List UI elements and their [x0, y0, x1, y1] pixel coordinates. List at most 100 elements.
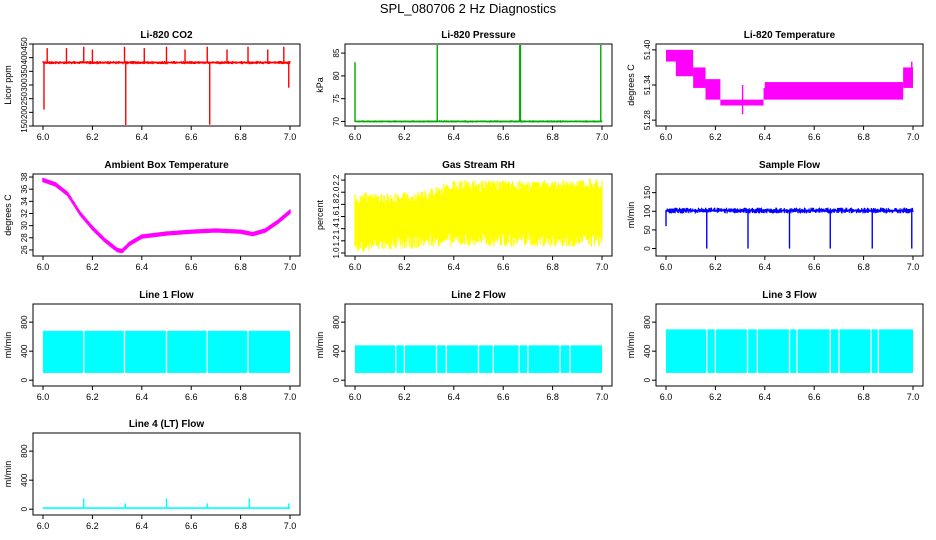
- x-tick-label: 6.8: [857, 262, 870, 272]
- y-tick-label: 51.34: [643, 74, 652, 95]
- y-tick-label: 1.8: [332, 198, 341, 210]
- x-tick-label: 6.4: [448, 392, 461, 402]
- x-tick-label: 6.2: [398, 392, 411, 402]
- chart-panel: Gas Stream RH 6.0 6.2 6.4 6.6 6.8 7.0 1.01.21.4…: [315, 160, 613, 272]
- x-tick-label: 6.8: [234, 521, 247, 531]
- y-axis-label: ml/min: [626, 332, 636, 359]
- y-axis-label: Licor ppm: [3, 65, 13, 105]
- x-tick-label: 6.6: [497, 392, 510, 402]
- x-tick-label: 6.8: [234, 262, 247, 272]
- y-tick-label: 800: [20, 315, 29, 329]
- x-tick-label: 7.0: [596, 392, 609, 402]
- y-tick-label: 1.0: [332, 247, 341, 259]
- x-tick-label: 6.2: [398, 132, 411, 142]
- x-tick-label: 6.4: [136, 262, 149, 272]
- rh-band: [354, 178, 603, 253]
- data-layer: [354, 178, 603, 253]
- y-axis-label: kPa: [315, 77, 325, 93]
- y-tick-label: 1.4: [332, 223, 341, 235]
- y-axis-label: degrees C: [626, 64, 636, 106]
- page-title: SPL_080706 2 Hz Diagnostics: [379, 1, 557, 16]
- x-tick-label: 6.8: [234, 132, 247, 142]
- y-tick-label: 250: [20, 91, 29, 105]
- x-tick-label: 6.2: [86, 132, 99, 142]
- plot-frame: [344, 173, 613, 257]
- x-tick-label: 6.8: [857, 132, 870, 142]
- x-tick-label: 6.0: [660, 132, 673, 142]
- x-tick-label: 6.2: [398, 262, 411, 272]
- x-tick-label: 6.0: [349, 392, 362, 402]
- temperature-step: [705, 79, 721, 100]
- x-tick-label: 6.4: [136, 392, 149, 402]
- temperature-step: [693, 67, 706, 88]
- y-tick-label: 300: [20, 78, 29, 92]
- y-tick-label: 100: [643, 204, 652, 218]
- y-axis-label: percent: [315, 199, 325, 230]
- chart-title: Ambient Box Temperature: [104, 160, 229, 171]
- y-tick-label: 400: [20, 473, 29, 487]
- chart-title: Li-820 Temperature: [744, 30, 836, 41]
- y-tick-label: 400: [643, 344, 652, 358]
- x-tick-label: 7.0: [284, 392, 297, 402]
- x-tick-label: 6.2: [709, 262, 722, 272]
- chart-title: Line 3 Flow: [762, 290, 817, 301]
- x-tick-label: 6.8: [857, 392, 870, 402]
- y-tick-label: 0: [643, 377, 652, 382]
- x-tick-label: 6.6: [808, 392, 821, 402]
- plot-frame: [655, 303, 924, 387]
- y-tick-label: 0: [332, 377, 341, 382]
- data-layer: [42, 177, 291, 254]
- y-tick-label: 85: [332, 48, 341, 57]
- x-tick-label: 6.8: [546, 392, 559, 402]
- data-layer: [42, 498, 291, 509]
- x-tick-label: 6.6: [185, 262, 198, 272]
- y-tick-label: 800: [20, 444, 29, 458]
- y-tick-label: 450: [20, 37, 29, 51]
- x-tick-label: 6.6: [185, 392, 198, 402]
- temperature-step: [666, 49, 676, 62]
- x-tick-label: 6.6: [185, 521, 198, 531]
- x-tick-label: 6.0: [660, 392, 673, 402]
- chart-panel: Line 4 (LT) Flow 6.0 6.2 6.4 6.6 6.8 7.0 0 400 80…: [3, 419, 301, 531]
- chart-panel: Ambient Box Temperature 6.0 6.2 6.4 6.6 6.8 7.…: [3, 160, 301, 272]
- x-tick-label: 6.4: [136, 132, 149, 142]
- y-tick-label: 26: [20, 245, 29, 254]
- y-tick-label: 51.40: [643, 39, 652, 60]
- chart-panel: Line 2 Flow 6.0 6.2 6.4 6.6 6.8 7.0 0 400 800 ml/m…: [315, 290, 613, 402]
- chart-panel: Line 3 Flow 6.0 6.2 6.4 6.6 6.8 7.0 0 400 800 ml/m…: [626, 290, 924, 402]
- chart-panel: Li-820 CO2 6.0 6.2 6.4 6.6 6.8 7.0 150200250300…: [3, 30, 301, 142]
- chart-panel: Li-820 Pressure 6.0 6.2 6.4 6.6 6.8 7.0 70 75 80 8…: [315, 30, 613, 142]
- x-tick-label: 6.8: [546, 132, 559, 142]
- data-layer: [666, 328, 913, 374]
- x-tick-label: 6.2: [86, 392, 99, 402]
- x-tick-label: 6.2: [709, 132, 722, 142]
- y-tick-label: 0: [20, 506, 29, 511]
- x-tick-label: 7.0: [284, 132, 297, 142]
- plot-frame: [655, 173, 924, 257]
- x-tick-label: 6.6: [808, 132, 821, 142]
- x-tick-label: 6.4: [759, 392, 772, 402]
- x-tick-label: 6.4: [759, 132, 772, 142]
- y-tick-label: 50: [643, 225, 652, 234]
- chart-panel: Sample Flow 6.0 6.2 6.4 6.6 6.8 7.0 0 50 100 150 ml…: [626, 160, 924, 272]
- x-tick-label: 6.2: [709, 392, 722, 402]
- x-tick-label: 6.4: [448, 262, 461, 272]
- y-tick-label: 400: [20, 50, 29, 64]
- y-tick-label: 400: [20, 344, 29, 358]
- x-tick-label: 7.0: [907, 132, 920, 142]
- plot-frame: [32, 303, 301, 387]
- plot-frame: [344, 303, 613, 387]
- temperature-curve: [42, 177, 291, 254]
- chart-title: Line 4 (LT) Flow: [129, 419, 205, 430]
- plot-frame: [344, 43, 613, 127]
- y-tick-label: 2.0: [332, 186, 341, 198]
- x-tick-label: 6.0: [37, 262, 50, 272]
- y-axis-label: ml/min: [626, 202, 636, 229]
- x-tick-label: 6.6: [185, 132, 198, 142]
- chart-title: Sample Flow: [759, 160, 820, 171]
- chart-title: Gas Stream RH: [442, 160, 515, 171]
- x-tick-label: 6.0: [349, 132, 362, 142]
- y-tick-label: 800: [332, 315, 341, 329]
- x-tick-label: 6.8: [234, 392, 247, 402]
- x-tick-label: 7.0: [284, 262, 297, 272]
